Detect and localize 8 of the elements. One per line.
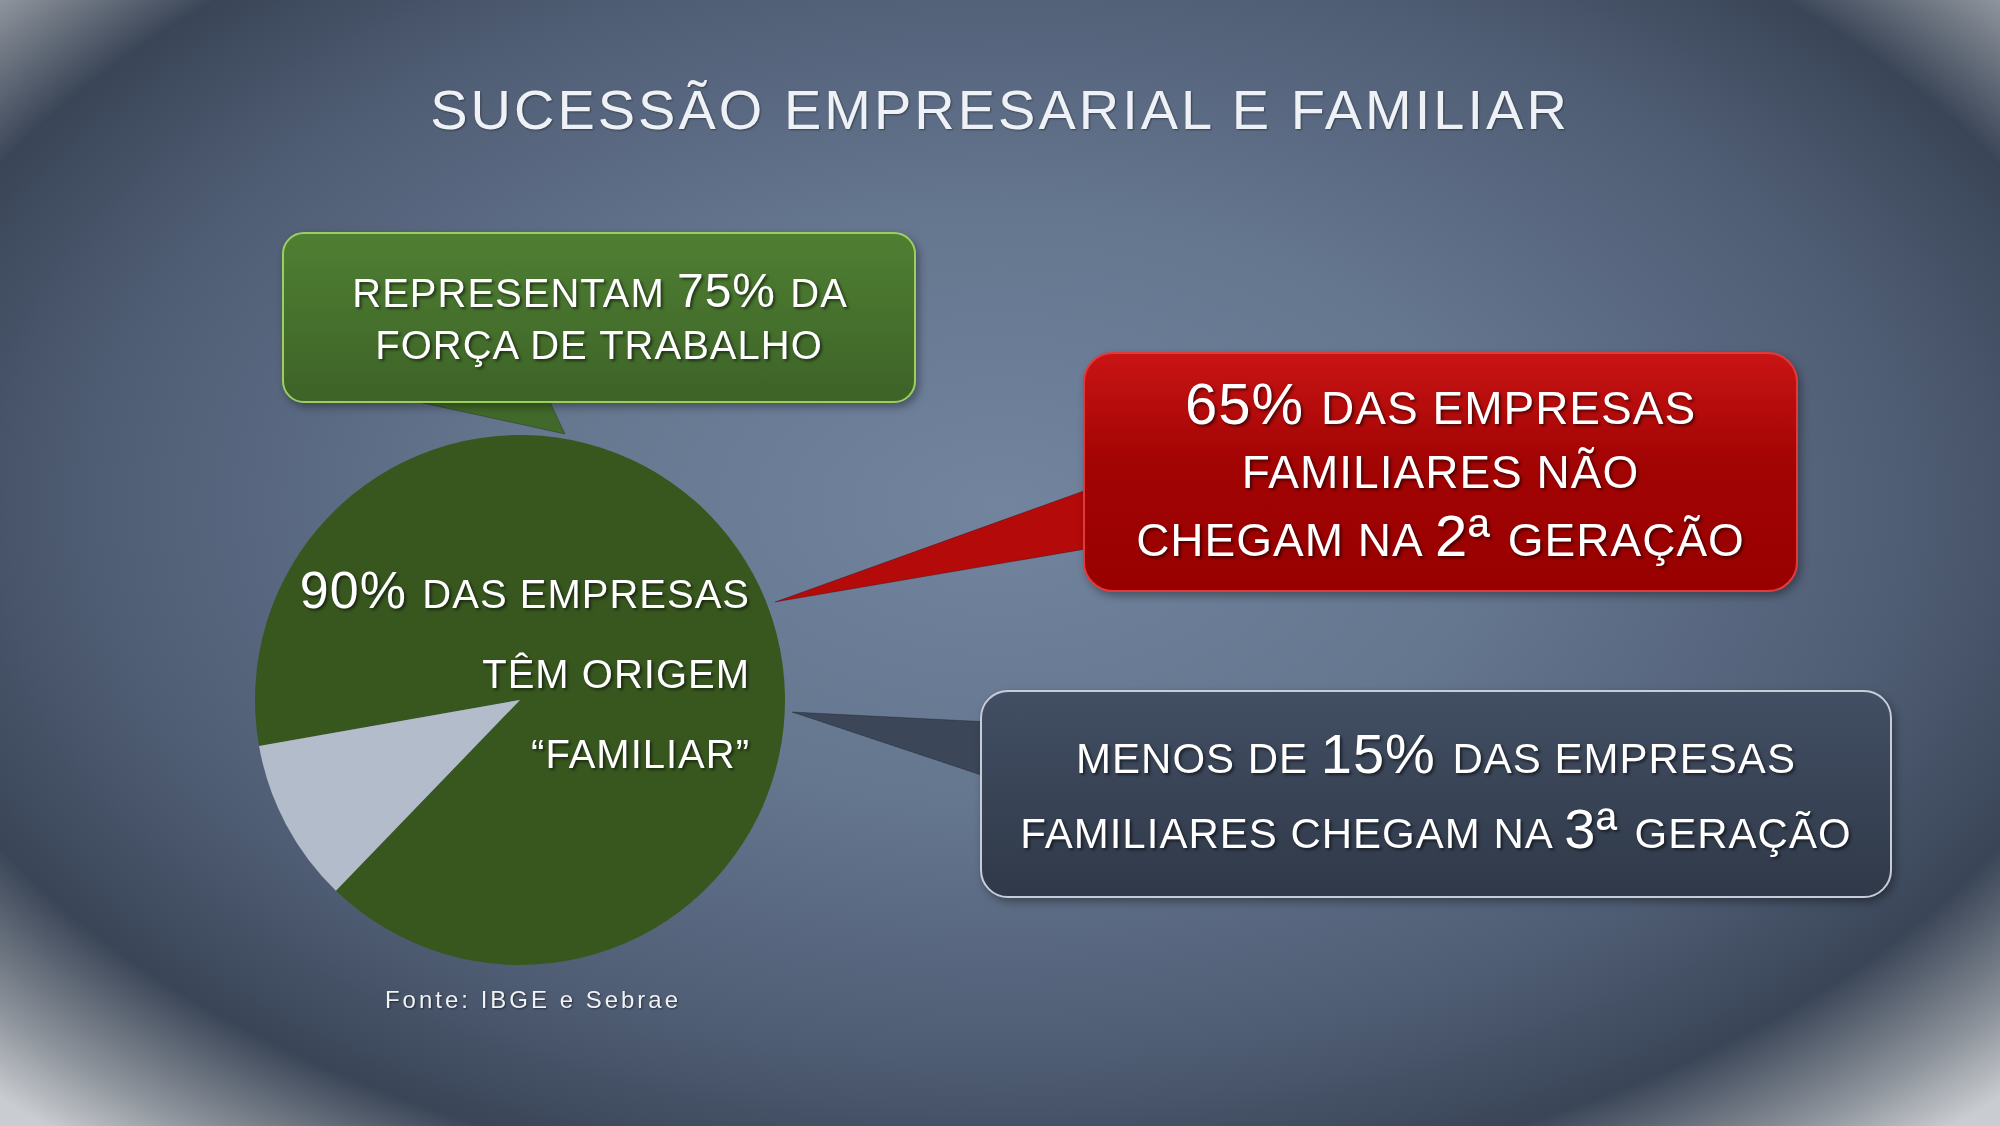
pie-slice (259, 700, 520, 891)
callout-box: REPRESENTAM 75% DA FORÇA DE TRABALHO (282, 232, 916, 403)
source-note: Fonte: IBGE e Sebrae (383, 985, 683, 1015)
text: SUCESSÃO EMPRESARIAL E FAMILIAR (429, 77, 1571, 143)
pie-slice (255, 435, 785, 965)
slice-label: 90% DAS EMPRESAS TÊM ORIGEM “FAMILIAR” (299, 561, 750, 776)
callout-box: MENOS DE 15% DAS EMPRESAS FAMILIARES CHEGAM NA 3ª GERAÇÃO (980, 690, 1892, 898)
callout-box: 65% DAS EMPRESAS FAMILIARES NÃO CHEGAM NA 2ª GERAÇÃO (1083, 352, 1798, 592)
